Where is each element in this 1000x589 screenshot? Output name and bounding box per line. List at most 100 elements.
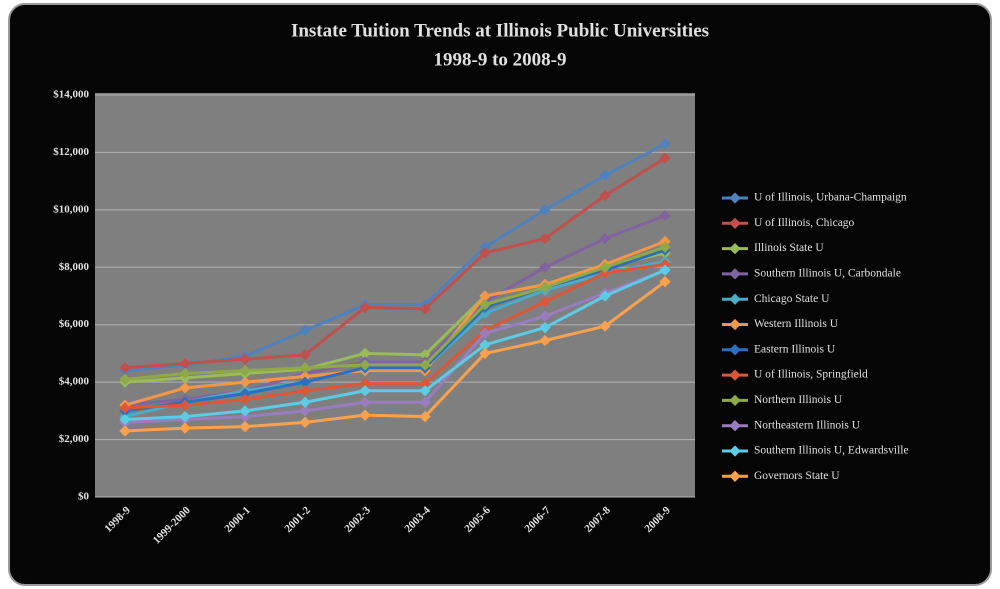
series-marker	[599, 169, 611, 182]
y-tick-label: $12,000	[53, 146, 89, 158]
series-marker	[479, 298, 491, 311]
series-marker	[239, 365, 251, 377]
series-marker	[479, 290, 491, 302]
series-marker	[239, 376, 251, 388]
legend-marker	[729, 344, 741, 356]
series-marker	[299, 349, 311, 361]
series-marker	[659, 209, 671, 222]
series-marker	[539, 232, 551, 245]
series-marker	[299, 405, 311, 417]
series-marker	[359, 396, 371, 408]
series-marker	[179, 367, 191, 380]
legend-marker	[729, 369, 741, 381]
series-marker	[239, 387, 251, 400]
y-tick-label: $14,000	[53, 89, 89, 101]
legend-label: Northern Illinois U	[754, 394, 843, 406]
series-marker	[659, 152, 671, 164]
legend-label: Governors State U	[754, 470, 840, 482]
series-marker	[539, 321, 551, 334]
series-line	[124, 280, 666, 433]
series-marker	[599, 189, 611, 202]
y-tick-label: $2,000	[59, 433, 90, 445]
series-marker	[659, 258, 671, 271]
series-marker	[419, 410, 431, 423]
series-marker	[419, 385, 431, 397]
series-marker	[299, 370, 311, 383]
series-marker	[359, 377, 371, 390]
series-marker	[539, 296, 551, 308]
series-marker	[599, 290, 611, 302]
series-marker	[179, 399, 191, 411]
series-marker	[659, 264, 671, 276]
series-marker	[419, 303, 431, 315]
series-marker	[659, 235, 671, 248]
series-marker	[479, 339, 491, 351]
legend-marker	[729, 192, 741, 204]
y-tick-label: $10,000	[53, 203, 89, 215]
series-marker	[359, 301, 371, 314]
series-marker	[239, 420, 251, 433]
legend-label: Chicago State U	[754, 293, 830, 305]
series-marker	[659, 241, 671, 253]
legend-marker	[729, 217, 741, 229]
series-marker	[239, 393, 251, 406]
series-marker	[359, 347, 371, 360]
legend-marker	[729, 242, 741, 255]
series-marker	[179, 422, 191, 434]
y-tick-label: $4,000	[59, 376, 90, 388]
series-marker	[659, 138, 671, 150]
series-marker	[539, 281, 551, 294]
legend-marker	[729, 318, 741, 331]
series-marker	[539, 204, 551, 216]
series-marker	[419, 396, 431, 408]
legend-label: Western Illinois U	[754, 318, 839, 330]
series-marker	[299, 362, 311, 374]
series-marker	[599, 267, 611, 279]
legend-marker	[729, 420, 741, 432]
legend-label: U of Illinois, Springfield	[754, 369, 868, 381]
series-marker	[299, 385, 311, 397]
series-marker	[479, 241, 491, 253]
series-marker	[239, 405, 251, 417]
legend-label: U of Illinois, Chicago	[754, 217, 855, 229]
series-marker	[539, 261, 551, 273]
legend-marker	[729, 470, 741, 482]
series-marker	[599, 320, 611, 332]
legend-label: Illinois State U	[754, 242, 824, 254]
series-marker	[539, 310, 551, 322]
series-line	[124, 245, 666, 381]
series-marker	[359, 385, 371, 397]
legend-marker	[729, 268, 741, 280]
y-tick-label: $8,000	[59, 261, 90, 273]
series-marker	[419, 359, 431, 371]
series-marker	[599, 261, 611, 273]
series-marker	[239, 410, 251, 423]
plot-area	[95, 93, 695, 497]
series-line	[124, 156, 666, 370]
y-tick-label: $6,000	[59, 318, 90, 330]
y-tick-label: $0	[78, 491, 90, 503]
series-marker	[179, 357, 191, 370]
series-marker	[359, 409, 371, 421]
legend-label: Southern Illinois U, Edwardsville	[754, 445, 909, 457]
series-marker	[239, 353, 251, 365]
series-marker	[179, 382, 191, 394]
series-marker	[299, 416, 311, 428]
series-marker	[659, 275, 671, 288]
series-marker	[479, 347, 491, 360]
series-marker	[299, 376, 311, 388]
series-marker	[479, 327, 491, 339]
series-marker	[299, 324, 311, 337]
series-line	[124, 268, 666, 424]
series-marker	[179, 410, 191, 423]
series-line	[124, 268, 666, 421]
chart-subtitle: 1998-9 to 2008-9	[434, 49, 567, 70]
chart-title: Instate Tuition Trends at Illinois Publi…	[291, 20, 709, 41]
series-marker	[539, 334, 551, 347]
legend-marker	[729, 445, 741, 457]
series-marker	[359, 359, 371, 371]
legend-label: Southern Illinois U, Carbondale	[754, 268, 901, 280]
series-marker	[299, 396, 311, 408]
legend-marker	[729, 293, 741, 305]
